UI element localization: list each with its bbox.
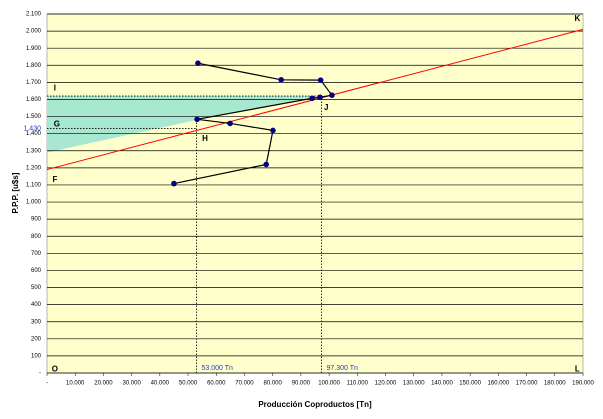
reference-label: 53.000 Tn <box>202 365 234 372</box>
x-tick-label: 30.000 <box>122 381 141 387</box>
data-point <box>194 116 200 123</box>
data-point <box>227 120 233 127</box>
point-label: H <box>202 134 208 143</box>
data-point <box>270 127 276 134</box>
x-tick-label: 190.000 <box>572 381 594 387</box>
y-tick-label: 500 <box>31 285 42 291</box>
x-tick-label: 160.000 <box>488 381 510 387</box>
trend-line <box>46 28 584 171</box>
x-tick-label: 150.000 <box>459 381 481 387</box>
x-tick-label: 60.000 <box>207 381 226 387</box>
plot-background <box>46 13 584 374</box>
x-tick-label: 10.000 <box>66 381 85 387</box>
x-tick-label: 80.000 <box>264 381 283 387</box>
x-tick-label: 100.000 <box>318 381 340 387</box>
y-tick-label: 1.900 <box>26 46 42 52</box>
x-tick-label: 20.000 <box>94 381 113 387</box>
y-tick-label: 700 <box>31 251 42 257</box>
point-label: K <box>574 14 580 23</box>
y-tick-label: 1.200 <box>26 165 42 171</box>
y-tick-label: 2.100 <box>26 12 42 18</box>
y-tick-label: 600 <box>31 268 42 274</box>
x-tick-label: 120.000 <box>375 381 397 387</box>
y-tick-label: 300 <box>31 319 42 325</box>
point-label: J <box>324 103 328 112</box>
y-tick-label: 1.400 <box>26 131 42 137</box>
reference-label: 1.430 <box>23 125 41 132</box>
point-label: I <box>54 83 56 92</box>
y-tick-label: 800 <box>31 234 42 240</box>
y-tick-label: 400 <box>31 302 42 308</box>
y-tick-label: 1.000 <box>26 200 42 206</box>
y-tick-label: 1.800 <box>26 63 42 69</box>
data-point <box>171 180 177 187</box>
y-tick-label: 2.000 <box>26 29 42 35</box>
x-tick-label: 90.000 <box>292 381 311 387</box>
point-label: O <box>52 365 58 374</box>
data-point <box>309 95 315 102</box>
y-tick-label: 1.300 <box>26 148 42 154</box>
x-tick-label: 180.000 <box>544 381 566 387</box>
data-point <box>278 77 284 83</box>
y-tick-label: - <box>39 371 41 377</box>
x-tick-label: 50.000 <box>179 381 198 387</box>
x-axis-title: Producción Coproductos [Tn] <box>258 400 372 409</box>
point-label: G <box>54 119 60 128</box>
x-tick-label: - <box>46 381 48 387</box>
data-point <box>263 161 269 168</box>
data-point <box>317 77 324 83</box>
y-axis-title: P.P.P. [u$s] <box>11 172 20 213</box>
data-point <box>317 94 323 101</box>
y-tick-label: 100 <box>31 353 42 359</box>
data-point <box>195 60 201 67</box>
y-tick-label: 1.500 <box>26 114 42 120</box>
y-tick-label: 200 <box>31 336 42 342</box>
point-label: F <box>52 175 57 184</box>
x-tick-label: 130.000 <box>403 381 425 387</box>
y-tick-label: 1.100 <box>26 183 42 189</box>
reference-label: 97.300 Tn <box>326 365 358 372</box>
y-tick-label: 1.700 <box>26 80 42 86</box>
x-tick-label: 170.000 <box>516 381 538 387</box>
x-tick-label: 40.000 <box>151 381 170 387</box>
x-tick-label: 70.000 <box>235 381 254 387</box>
shaded-area <box>47 96 318 153</box>
x-tick-label: 140.000 <box>431 381 453 387</box>
point-label: L <box>575 365 580 374</box>
x-tick-label: 110.000 <box>347 381 369 387</box>
data-point <box>329 92 335 99</box>
y-tick-label: 900 <box>31 217 42 223</box>
y-tick-label: 1.600 <box>26 97 42 103</box>
